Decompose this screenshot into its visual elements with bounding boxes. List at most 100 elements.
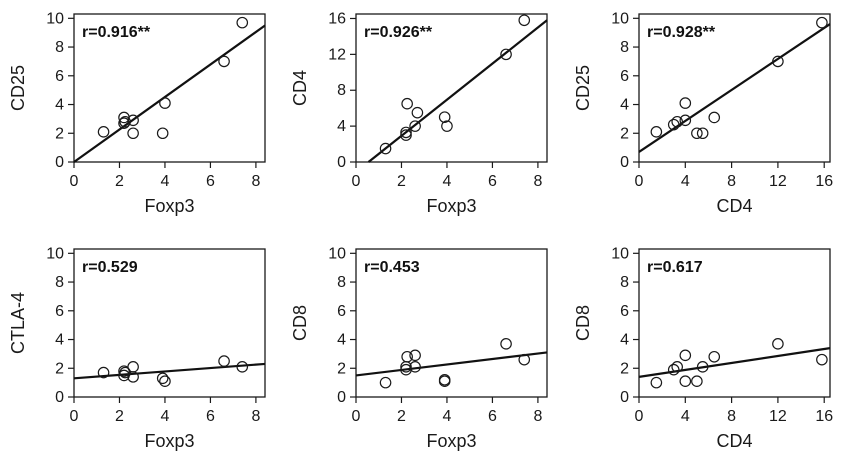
y-tick-label: 8 bbox=[55, 274, 64, 291]
data-point bbox=[218, 55, 230, 68]
data-point bbox=[409, 361, 421, 373]
data-point bbox=[118, 365, 130, 377]
y-tick-label: 0 bbox=[620, 389, 629, 406]
y-tick-label: 6 bbox=[55, 68, 64, 85]
data-point bbox=[409, 120, 421, 132]
data-point bbox=[500, 48, 512, 61]
data-point bbox=[518, 14, 531, 27]
data-point bbox=[691, 127, 703, 140]
data-point bbox=[411, 106, 424, 119]
regression-line bbox=[638, 347, 831, 378]
data-point bbox=[441, 120, 453, 132]
scatter-panel-6: 0 4 8 12 16 0 2 4 6 8 10 CD4 CD8 r=0.617 bbox=[573, 245, 833, 451]
data-point bbox=[401, 97, 413, 110]
y-tick-label: 2 bbox=[55, 360, 64, 377]
y-tick-label: 0 bbox=[55, 389, 64, 406]
x-tick-label: 6 bbox=[488, 408, 497, 425]
y-tick-label: 4 bbox=[337, 118, 346, 135]
x-tick-label: 0 bbox=[635, 173, 644, 190]
data-point bbox=[671, 115, 683, 128]
data-point bbox=[708, 350, 721, 363]
regression-line bbox=[355, 351, 548, 377]
data-point bbox=[236, 361, 249, 373]
data-point bbox=[679, 349, 692, 362]
x-tick-label: 2 bbox=[115, 173, 124, 190]
x-axis-label: Foxp3 bbox=[426, 196, 476, 216]
regression-line bbox=[73, 362, 266, 380]
data-point bbox=[156, 127, 169, 140]
y-tick-label: 10 bbox=[46, 245, 64, 262]
y-tick-label: 10 bbox=[611, 245, 629, 262]
y-tick-label: 6 bbox=[55, 303, 64, 320]
y-tick-label: 8 bbox=[55, 39, 64, 56]
data-point bbox=[816, 353, 828, 366]
data-point bbox=[218, 355, 230, 367]
correlation-label: r=0.453 bbox=[364, 259, 420, 276]
y-tick-label: 6 bbox=[620, 303, 629, 320]
data-point bbox=[127, 361, 139, 373]
data-point bbox=[156, 372, 169, 385]
y-axis-label: CD25 bbox=[8, 65, 28, 111]
x-tick-label: 8 bbox=[533, 408, 542, 425]
x-tick-label: 12 bbox=[769, 408, 787, 425]
y-tick-label: 2 bbox=[620, 360, 629, 377]
y-tick-label: 12 bbox=[328, 46, 346, 63]
x-tick-label: 4 bbox=[160, 408, 169, 425]
x-tick-label: 12 bbox=[769, 173, 787, 190]
data-point bbox=[518, 353, 531, 366]
y-tick-label: 6 bbox=[337, 303, 346, 320]
data-point bbox=[97, 126, 110, 138]
x-axis-label: Foxp3 bbox=[426, 431, 476, 451]
data-point bbox=[438, 111, 451, 123]
x-tick-label: 8 bbox=[251, 173, 260, 190]
x-tick-label: 0 bbox=[70, 408, 79, 425]
scatter-panel-2: 0 2 4 6 8 0 4 8 12 16 Foxp3 CD4 r=0.926** bbox=[290, 10, 548, 216]
x-tick-label: 0 bbox=[635, 408, 644, 425]
x-tick-label: 8 bbox=[251, 408, 260, 425]
data-point bbox=[236, 16, 249, 29]
y-tick-label: 2 bbox=[620, 125, 629, 142]
y-axis-label: CD8 bbox=[290, 305, 310, 341]
data-point bbox=[679, 97, 692, 109]
x-axis-label: Foxp3 bbox=[144, 196, 194, 216]
data-point bbox=[400, 129, 412, 141]
x-tick-label: 4 bbox=[442, 173, 451, 190]
data-point bbox=[679, 114, 692, 127]
plot-frame bbox=[73, 248, 266, 398]
plot-frame bbox=[638, 248, 831, 398]
regression-line bbox=[638, 23, 831, 153]
x-tick-label: 0 bbox=[352, 408, 361, 425]
x-tick-label: 16 bbox=[815, 408, 833, 425]
x-tick-label: 6 bbox=[488, 173, 497, 190]
plot-frame bbox=[73, 13, 266, 163]
y-tick-label: 2 bbox=[55, 125, 64, 142]
y-tick-label: 8 bbox=[337, 82, 346, 99]
y-tick-label: 8 bbox=[620, 274, 629, 291]
data-point bbox=[500, 338, 512, 350]
data-point bbox=[379, 376, 392, 389]
y-tick-label: 4 bbox=[620, 97, 629, 114]
x-tick-label: 2 bbox=[397, 408, 406, 425]
data-point bbox=[667, 118, 680, 131]
correlation-label: r=0.926** bbox=[364, 24, 433, 41]
x-tick-label: 8 bbox=[727, 173, 736, 190]
y-tick-label: 16 bbox=[328, 10, 346, 27]
x-tick-label: 4 bbox=[681, 408, 690, 425]
y-tick-label: 4 bbox=[55, 332, 64, 349]
x-tick-label: 6 bbox=[206, 173, 215, 190]
data-point bbox=[438, 373, 451, 386]
x-tick-label: 8 bbox=[533, 173, 542, 190]
x-tick-label: 4 bbox=[442, 408, 451, 425]
data-point bbox=[379, 142, 392, 155]
data-point bbox=[696, 127, 709, 140]
data-point bbox=[772, 55, 784, 68]
x-tick-label: 2 bbox=[397, 173, 406, 190]
plot-frame bbox=[355, 13, 548, 163]
data-point bbox=[409, 349, 421, 362]
data-point bbox=[119, 115, 131, 128]
y-tick-label: 2 bbox=[337, 360, 346, 377]
y-tick-label: 4 bbox=[55, 97, 64, 114]
y-tick-label: 0 bbox=[337, 154, 346, 171]
plot-frame bbox=[355, 248, 548, 398]
y-tick-label: 0 bbox=[337, 389, 346, 406]
